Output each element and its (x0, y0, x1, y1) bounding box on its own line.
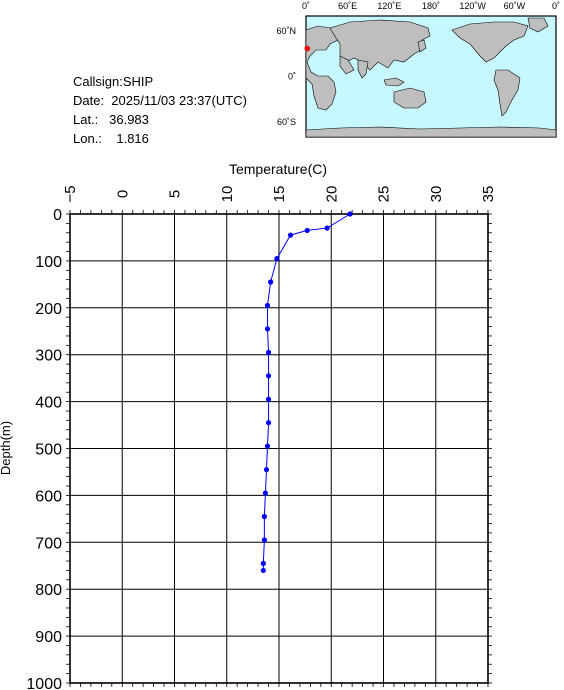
map-lon-label: 60˚E (338, 1, 357, 11)
y-tick-label: 100 (35, 254, 62, 271)
x-tick-labels: −5 0 5 10 15 20 25 30 35 (62, 185, 497, 202)
map-lon-label: 120˚W (459, 1, 486, 11)
map-frame (304, 15, 557, 138)
x-tick-label: 0 (114, 190, 131, 198)
map-lat-label: 0˚ (288, 72, 296, 82)
profile-point (324, 225, 330, 231)
profile-point (260, 567, 266, 574)
y-tick-label: 700 (35, 535, 62, 552)
x-axis-label: Temperature(C) (229, 161, 327, 177)
profile-point (261, 537, 267, 543)
callsign-label: Callsign:SHIP (73, 74, 154, 89)
profile-point (265, 349, 272, 355)
greenland-landmass (527, 17, 549, 33)
date-label: Date: 2025/11/03 23:37(UTC) (73, 93, 247, 108)
profile-point (264, 326, 271, 332)
y-tick-label: 600 (35, 488, 62, 505)
grid-lines (69, 213, 489, 684)
continents (305, 17, 557, 138)
x-tick-label: 10 (219, 186, 236, 203)
profile-point (263, 467, 270, 473)
map-lat-label: 60˚N (276, 26, 296, 36)
profile-point (347, 211, 353, 217)
station-info: Callsign:SHIP Date: 2025/11/03 23:37(UTC… (73, 72, 247, 148)
japan-landmass (417, 39, 427, 53)
profile-point (265, 373, 272, 379)
location-map: 0˚ 60˚E 120˚E 180˚ 120˚W 60˚W 0˚ 60˚N 0˚ 60˚S (276, 1, 560, 138)
y-axis-label: Depth(m) (0, 421, 13, 475)
latitude-label: Lat.: 36.983 (73, 112, 149, 127)
y-tick-label: 500 (35, 442, 62, 459)
y-tick-labels: 0 100 200 300 400 500 600 700 800 900 1000 (26, 207, 62, 690)
temperature-profile (260, 211, 353, 574)
profile-point (268, 279, 274, 285)
profile-point (264, 443, 271, 449)
station-marker (304, 45, 311, 52)
map-latitude-labels: 60˚N 0˚ 60˚S (276, 26, 296, 127)
map-lon-label: 0˚ (302, 1, 310, 11)
south-america-landmass (493, 69, 521, 117)
plot-frame (69, 213, 489, 684)
profile-point (265, 396, 272, 402)
map-lon-label: 120˚E (377, 1, 401, 11)
longitude-label: Lon.: 1.816 (73, 131, 149, 146)
north-america-landmass (451, 21, 529, 63)
profile-line (262, 213, 351, 571)
india-landmass (357, 59, 369, 79)
y-tick-label: 300 (35, 348, 62, 365)
x-tick-label: 30 (428, 186, 445, 203)
profile-point (274, 255, 280, 262)
x-tick-label: 20 (323, 186, 340, 203)
profile-point (304, 227, 310, 234)
profile-point (287, 232, 294, 238)
x-tick-label: −5 (62, 185, 79, 202)
profile-point (264, 302, 271, 309)
profile-point (262, 490, 269, 496)
indonesia-islands (383, 77, 405, 87)
profile-point (265, 420, 272, 426)
y-tick-label: 0 (53, 207, 62, 224)
y-tick-label: 800 (35, 582, 62, 599)
profile-point (260, 560, 266, 567)
map-longitude-labels: 0˚ 60˚E 120˚E 180˚ 120˚W 60˚W 0˚ (302, 1, 560, 11)
y-tick-label: 200 (35, 301, 62, 318)
australia-landmass (393, 87, 427, 109)
map-lon-label: 0˚ (552, 1, 560, 11)
y-tick-label: 1000 (26, 676, 62, 690)
y-tick-label: 900 (35, 629, 62, 646)
x-tick-label: 5 (167, 190, 184, 198)
x-tick-label: 25 (376, 186, 393, 203)
y-tick-label: 400 (35, 395, 62, 412)
map-lon-label: 180˚ (422, 1, 440, 11)
map-lon-label: 60˚W (504, 1, 526, 11)
antarctica-landmass (305, 126, 557, 138)
x-tick-label: 35 (480, 186, 497, 203)
x-tick-label: 15 (271, 186, 288, 203)
arabia-landmass (339, 55, 355, 75)
map-lat-label: 60˚S (277, 117, 296, 127)
profile-point (261, 513, 267, 520)
